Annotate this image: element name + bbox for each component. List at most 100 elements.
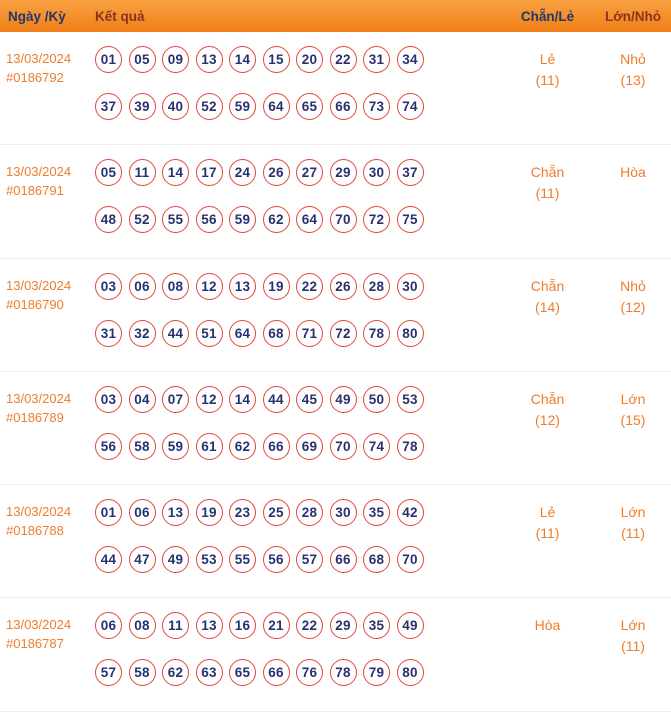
table-header: Ngày /Kỳ Kết quả Chẵn/Lẻ Lớn/Nhỏ <box>0 0 671 32</box>
number-ball: 42 <box>396 499 424 527</box>
number-ball: 32 <box>128 319 156 347</box>
number-ball: 03 <box>95 385 122 413</box>
number-ball: 22 <box>296 272 323 300</box>
number-ball: 70 <box>396 546 424 574</box>
numbers-line: 03 06 08 12 13 19 22 26 28 30 <box>95 272 500 300</box>
number-ball: 49 <box>329 385 357 413</box>
numbers-line: 01 06 13 19 23 25 28 30 35 42 <box>95 499 500 527</box>
numbers-line: 03 04 07 12 14 44 45 49 50 53 <box>95 385 500 413</box>
even-odd-cell: Chẵn (12) <box>500 372 595 484</box>
number-ball: 03 <box>95 272 122 300</box>
number-ball: 09 <box>162 46 189 73</box>
number-ball: 25 <box>262 499 290 527</box>
date-period-cell: 13/03/2024 #0186788 <box>0 485 95 597</box>
numbers-line: 44 47 49 53 55 56 57 66 68 70 <box>95 546 500 574</box>
number-ball: 58 <box>128 659 156 687</box>
number-ball: 14 <box>229 46 256 73</box>
number-ball: 64 <box>262 93 290 120</box>
number-ball: 19 <box>195 499 223 527</box>
numbers-line: 31 32 44 51 64 68 71 72 78 80 <box>95 319 500 347</box>
draw-date: 13/03/2024 <box>6 164 72 180</box>
big-small-value: Lớn <box>620 617 646 634</box>
number-ball: 20 <box>296 46 323 73</box>
number-ball: 80 <box>396 659 424 687</box>
number-ball: 12 <box>195 272 223 300</box>
number-ball: 39 <box>128 93 156 120</box>
number-ball: 56 <box>262 546 290 574</box>
number-ball: 12 <box>195 385 223 413</box>
date-period-cell: 13/03/2024 #0186792 <box>0 32 95 144</box>
numbers-line: 57 58 62 63 65 66 76 78 79 80 <box>95 659 500 687</box>
number-ball: 17 <box>195 159 223 187</box>
even-odd-cell: Hòa <box>500 598 595 710</box>
number-ball: 70 <box>329 206 357 234</box>
number-ball: 29 <box>329 159 357 187</box>
draw-date: 13/03/2024 <box>6 390 72 406</box>
number-ball: 44 <box>262 385 290 413</box>
number-ball: 49 <box>162 546 189 574</box>
number-ball: 22 <box>329 46 357 73</box>
draw-date: 13/03/2024 <box>6 277 72 293</box>
even-odd-cell: Lẻ (11) <box>500 485 595 597</box>
even-odd-count: (11) <box>535 72 560 88</box>
number-ball: 24 <box>229 159 256 187</box>
number-ball: 19 <box>262 272 290 300</box>
number-ball: 15 <box>262 46 290 73</box>
header-big-small: Lớn/Nhỏ <box>604 8 662 24</box>
number-ball: 68 <box>262 319 290 347</box>
draw-id: #0186787 <box>6 636 64 652</box>
big-small-value: Nhỏ <box>620 277 646 294</box>
number-ball: 66 <box>329 546 357 574</box>
number-ball: 73 <box>363 93 390 120</box>
draw-id: #0186792 <box>6 70 64 85</box>
number-ball: 21 <box>262 612 290 640</box>
even-odd-count: (11) <box>535 525 560 542</box>
number-ball: 30 <box>396 272 424 300</box>
number-ball: 80 <box>396 319 424 347</box>
date-period-cell: 13/03/2024 #0186789 <box>0 372 95 484</box>
number-ball: 69 <box>296 432 323 460</box>
big-small-value: Lớn <box>620 390 646 407</box>
number-ball: 56 <box>195 206 223 234</box>
numbers-line: 01 05 09 13 14 15 20 22 31 34 <box>95 46 500 73</box>
number-ball: 35 <box>363 499 390 527</box>
header-date-period: Ngày /Kỳ <box>8 8 66 24</box>
big-small-count: (11) <box>621 638 645 655</box>
even-odd-count: (14) <box>535 298 560 315</box>
numbers-line: 56 58 59 61 62 66 69 70 74 78 <box>95 432 500 460</box>
numbers-cell: 06 08 11 13 16 21 22 29 35 49 57 58 62 63 65 66 76 78 79 80 <box>95 598 500 710</box>
number-ball: 72 <box>329 319 357 347</box>
number-ball: 01 <box>95 499 122 527</box>
number-ball: 52 <box>195 93 223 120</box>
number-ball: 13 <box>195 612 223 640</box>
number-ball: 37 <box>396 159 424 187</box>
even-odd-value: Chẵn <box>530 277 565 294</box>
number-ball: 28 <box>363 272 390 300</box>
numbers-cell: 03 04 07 12 14 44 45 49 50 53 56 58 59 61 62 66 69 70 74 78 <box>95 372 500 484</box>
date-period-cell: 13/03/2024 #0186787 <box>0 598 95 710</box>
number-ball: 56 <box>95 432 122 460</box>
number-ball: 45 <box>296 385 323 413</box>
number-ball: 65 <box>229 659 256 687</box>
number-ball: 71 <box>296 319 323 347</box>
number-ball: 52 <box>128 206 156 234</box>
number-ball: 49 <box>396 612 424 640</box>
even-odd-value: Chẵn <box>530 164 565 181</box>
even-odd-cell: Chẵn (11) <box>500 145 595 257</box>
number-ball: 35 <box>363 612 390 640</box>
number-ball: 58 <box>128 432 156 460</box>
number-ball: 06 <box>128 499 156 527</box>
draw-id: #0186791 <box>6 183 64 199</box>
number-ball: 13 <box>162 499 189 527</box>
draw-date: 13/03/2024 <box>6 504 72 520</box>
number-ball: 40 <box>162 93 189 120</box>
number-ball: 64 <box>229 319 256 347</box>
number-ball: 75 <box>396 206 424 234</box>
number-ball: 64 <box>296 206 323 234</box>
number-ball: 13 <box>229 272 256 300</box>
big-small-count: (13) <box>620 72 646 88</box>
number-ball: 26 <box>262 159 290 187</box>
number-ball: 08 <box>128 612 156 640</box>
number-ball: 79 <box>363 659 390 687</box>
